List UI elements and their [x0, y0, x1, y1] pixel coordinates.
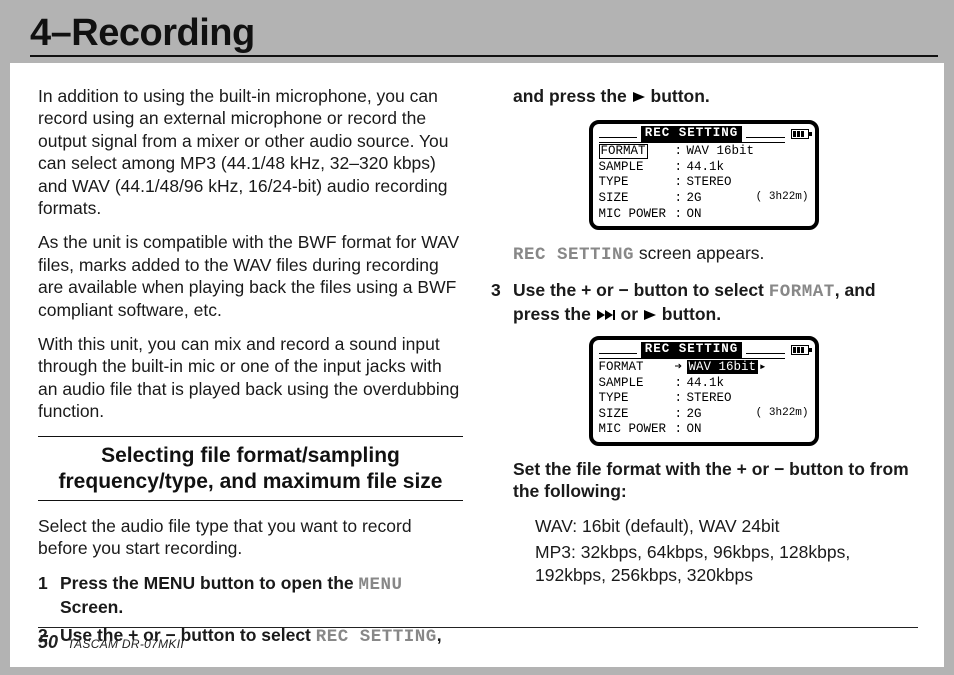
step-1: 1 Press the MENU button to open the MENU… [38, 572, 463, 619]
screen-row: SIZE:2G ( 3h22m) [599, 407, 809, 423]
screen-title: REC SETTING [641, 342, 743, 358]
manual-page: 4–Recording In addition to using the bui… [10, 8, 944, 667]
step-text: or [616, 304, 643, 324]
paragraph: Select the audio file type that you want… [38, 515, 463, 560]
step-text: and press the [513, 86, 632, 106]
format-options: MP3: 32kbps, 64kbps, 96kbps, 128kbps, 19… [491, 541, 916, 586]
screen-row: TYPE:STEREO [599, 391, 809, 407]
right-column: and press the button. REC SETTING FORMAT… [491, 85, 916, 655]
screen-tab: REC SETTING [599, 342, 785, 359]
lcd-screen-rec-setting: REC SETTING FORMAT:WAV 16bitSAMPLE:44.1k… [589, 120, 819, 230]
step-text: Use the + or − button to select [513, 280, 769, 300]
screen-row: SIZE:2G ( 3h22m) [599, 191, 809, 207]
section-heading: Selecting file format/sampling frequency… [38, 436, 463, 500]
fast-forward-icon [596, 304, 616, 326]
step-text: screen appears. [634, 243, 764, 263]
step-number: 3 [491, 279, 513, 327]
screen-title: REC SETTING [641, 126, 743, 142]
screen-tab: REC SETTING [599, 126, 785, 143]
screen-header: REC SETTING [599, 342, 809, 359]
screen-row: FORMAT➔WAV 16bit▸ [599, 360, 809, 376]
content-columns: In addition to using the built-in microp… [10, 63, 944, 655]
step-3: 3 Use the + or − button to select FORMAT… [491, 279, 916, 327]
screen-row: MIC POWER:ON [599, 422, 809, 438]
page-footer: 50 TASCAM DR-07MKII [38, 627, 918, 653]
paragraph: Set the file format with the + or − butt… [491, 458, 916, 503]
screen-row: FORMAT:WAV 16bit [599, 144, 809, 160]
product-model: TASCAM DR-07MKII [67, 637, 184, 651]
battery-icon [791, 345, 809, 355]
screen-row: TYPE:STEREO [599, 175, 809, 191]
screen-row: SAMPLE:44.1k [599, 160, 809, 176]
screen-row: SAMPLE:44.1k [599, 376, 809, 392]
lcd-screen-rec-setting-format: REC SETTING FORMAT➔WAV 16bit▸SAMPLE:44.1… [589, 336, 819, 446]
title-bar: 4–Recording [10, 8, 944, 63]
screen-header: REC SETTING [599, 126, 809, 143]
battery-icon [791, 129, 809, 139]
play-icon [643, 304, 657, 326]
play-icon [632, 86, 646, 108]
left-column: In addition to using the built-in microp… [38, 85, 463, 655]
step-text: Press the MENU button to open the [60, 573, 358, 593]
paragraph: In addition to using the built-in microp… [38, 85, 463, 219]
paragraph: REC SETTING screen appears. [491, 242, 916, 266]
menu-label: FORMAT [769, 282, 835, 302]
format-options: WAV: 16bit (default), WAV 24bit [491, 515, 916, 537]
menu-label: MENU [358, 575, 402, 595]
paragraph: As the unit is compatible with the BWF f… [38, 231, 463, 321]
step-body: Use the + or − button to select FORMAT, … [513, 279, 916, 327]
screen-rows: FORMAT➔WAV 16bit▸SAMPLE:44.1kTYPE:STEREO… [599, 360, 809, 438]
step-text: Screen. [60, 597, 123, 617]
paragraph: With this unit, you can mix and record a… [38, 333, 463, 423]
step-text: button. [646, 86, 710, 106]
step-body: Press the MENU button to open the MENU S… [60, 572, 463, 619]
chapter-title: 4–Recording [30, 8, 938, 57]
screen-row: MIC POWER:ON [599, 207, 809, 223]
screen-rows: FORMAT:WAV 16bitSAMPLE:44.1kTYPE:STEREOS… [599, 144, 809, 222]
menu-label: REC SETTING [513, 245, 634, 265]
step-text: button. [657, 304, 721, 324]
step-number: 1 [38, 572, 60, 619]
step-continuation: and press the button. [491, 85, 916, 108]
page-number: 50 [38, 632, 58, 652]
